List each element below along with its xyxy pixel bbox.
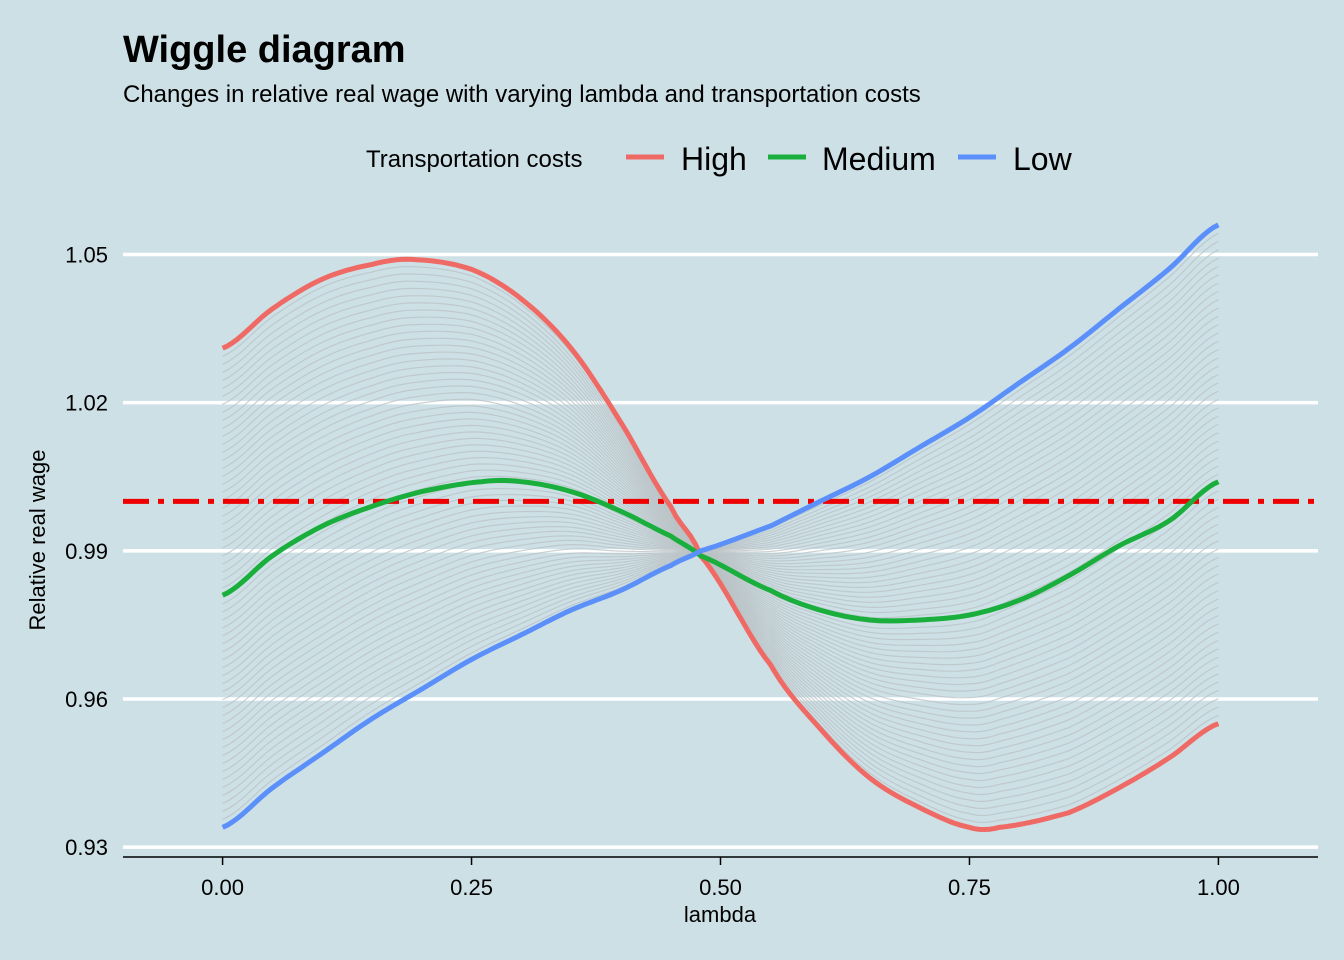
legend-title: Transportation costs [366, 146, 583, 173]
series-lines [221, 222, 1220, 833]
y-axis-ticks: 0.93 0.96 0.99 1.02 1.05 [65, 243, 108, 861]
y-tick-label: 1.02 [65, 391, 108, 416]
chart-subtitle: Changes in relative real wage with varyi… [123, 81, 921, 108]
x-axis-label: lambda [684, 902, 757, 927]
series-line-high [221, 256, 1220, 833]
x-tick-label: 0.50 [699, 875, 742, 900]
background-curve [222, 432, 1219, 629]
background-curve [222, 332, 1219, 725]
background-curve [222, 340, 1219, 717]
background-curve [222, 299, 1219, 757]
series-line-low [221, 222, 1220, 830]
x-tick-label: 0.75 [948, 875, 991, 900]
background-curve [222, 390, 1219, 669]
legend-label-high: High [681, 141, 747, 177]
chart-title: Wiggle diagram [123, 29, 406, 71]
background-curves [222, 232, 1219, 824]
y-axis-label: Relative real wage [25, 450, 50, 631]
y-tick-label: 0.96 [65, 687, 108, 712]
x-tick-label: 1.00 [1197, 875, 1240, 900]
x-tick-label: 0.25 [450, 875, 493, 900]
y-tick-label: 0.93 [65, 835, 108, 860]
background-curve [222, 282, 1219, 773]
background-curve [222, 457, 1219, 619]
legend-label-medium: Medium [822, 141, 936, 177]
background-curve [222, 423, 1219, 637]
legend-label-low: Low [1013, 141, 1073, 177]
background-curve [222, 440, 1219, 621]
background-curve [222, 357, 1219, 701]
background-curve [222, 373, 1219, 685]
series-line-medium [221, 477, 1220, 624]
legend: Transportation costs High Medium Low [366, 141, 1073, 177]
background-curve [222, 349, 1219, 709]
background-curve [222, 407, 1219, 653]
x-axis: 0.00 0.25 0.50 0.75 1.00 [123, 856, 1318, 900]
background-curve [222, 265, 1219, 789]
y-tick-label: 0.99 [65, 539, 108, 564]
x-tick-label: 0.00 [201, 875, 244, 900]
y-tick-label: 1.05 [65, 243, 108, 268]
background-curve [222, 315, 1219, 741]
